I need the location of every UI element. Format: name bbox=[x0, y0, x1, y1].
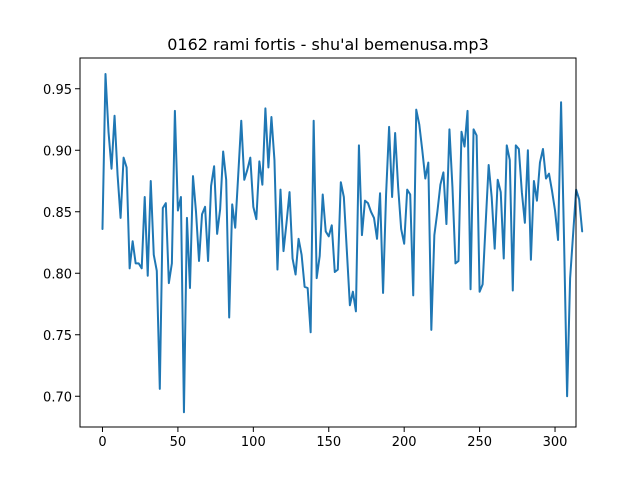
y-tick-label: 0.90 bbox=[43, 144, 72, 159]
chart-title: 0162 rami fortis - shu'al bemenusa.mp3 bbox=[167, 35, 489, 54]
series-line bbox=[101, 72, 584, 414]
x-tick-label: 200 bbox=[392, 435, 417, 450]
y-tick-label: 0.75 bbox=[43, 329, 72, 344]
y-tick-label: 0.70 bbox=[43, 390, 72, 405]
x-tick-label: 250 bbox=[467, 435, 492, 450]
x-tick-label: 300 bbox=[543, 435, 568, 450]
y-tick-label: 0.95 bbox=[43, 83, 72, 98]
axes: 0 50 100 150 200 250 300 0.70 0.75 0.80 0.85 0.90 0.… bbox=[43, 57, 577, 450]
y-tick-label: 0.80 bbox=[43, 267, 72, 282]
axes-frame bbox=[79, 57, 577, 428]
x-tick-label: 50 bbox=[170, 435, 187, 450]
x-tick-label: 150 bbox=[316, 435, 341, 450]
x-tick-label: 100 bbox=[241, 435, 266, 450]
plot-area bbox=[101, 72, 584, 414]
x-tick-label: 0 bbox=[98, 435, 106, 450]
y-tick-label: 0.85 bbox=[43, 206, 72, 221]
